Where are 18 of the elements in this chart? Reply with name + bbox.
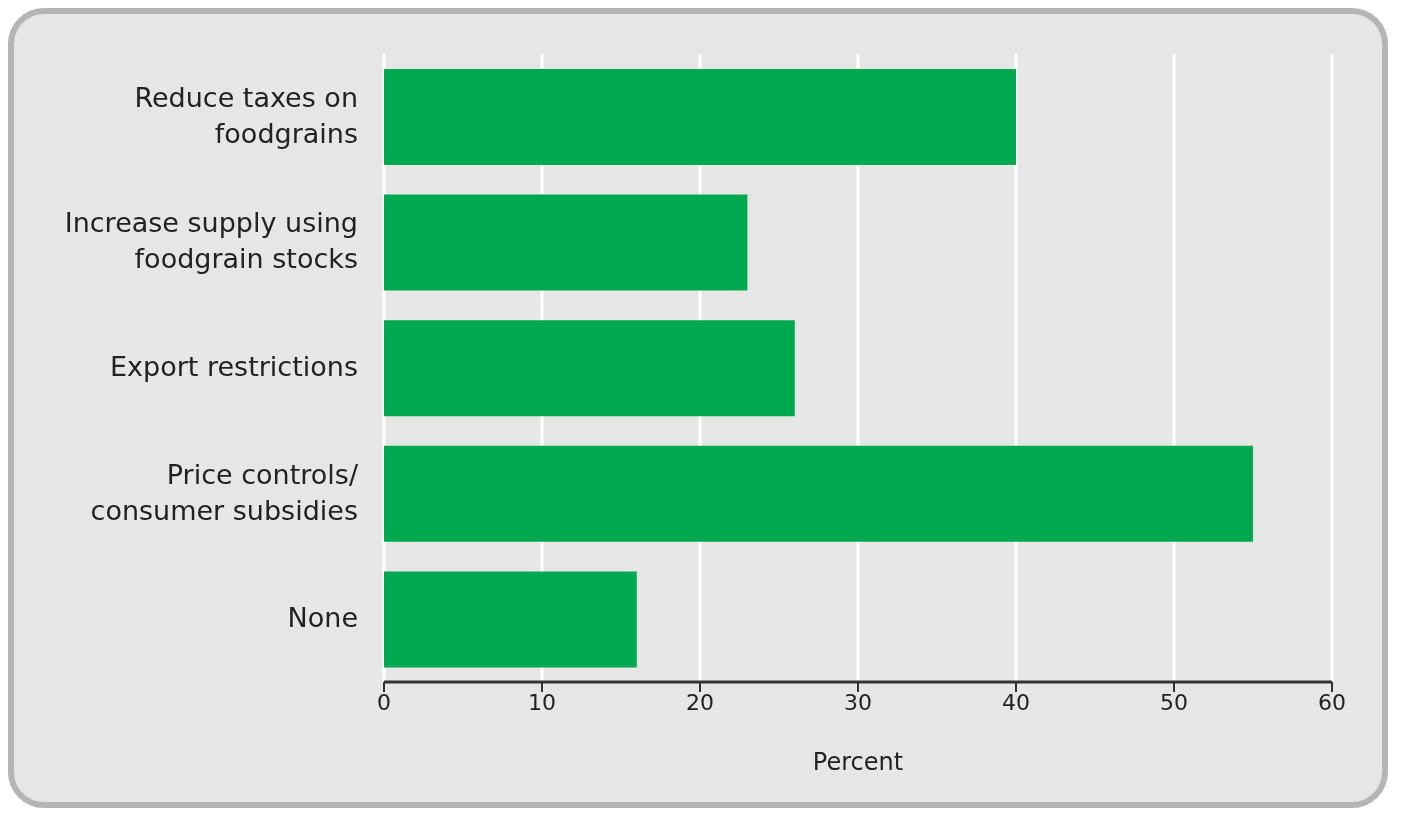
bar (384, 571, 637, 668)
x-tick-label: 30 (844, 689, 872, 715)
x-tick-label: 60 (1318, 689, 1346, 715)
y-tick-label: Reduce taxes on foodgrains (134, 81, 358, 149)
x-axis-title: Percent (812, 748, 904, 776)
x-tick-label: 40 (1002, 689, 1030, 715)
bar (384, 194, 748, 291)
bar (384, 445, 1253, 542)
y-tick-label: Price controls/ consumer subsidies (90, 458, 359, 526)
y-tick-label: None (287, 601, 358, 633)
x-tick-label: 20 (686, 689, 714, 715)
x-tick-label: 50 (1160, 689, 1188, 715)
x-tick-label: 10 (528, 689, 556, 715)
bar (384, 320, 795, 417)
y-tick-label: Increase supply using foodgrain stocks (64, 206, 358, 274)
bar (384, 69, 1016, 165)
y-tick-label: Export restrictions (110, 350, 358, 382)
x-tick-label: 0 (377, 689, 391, 715)
